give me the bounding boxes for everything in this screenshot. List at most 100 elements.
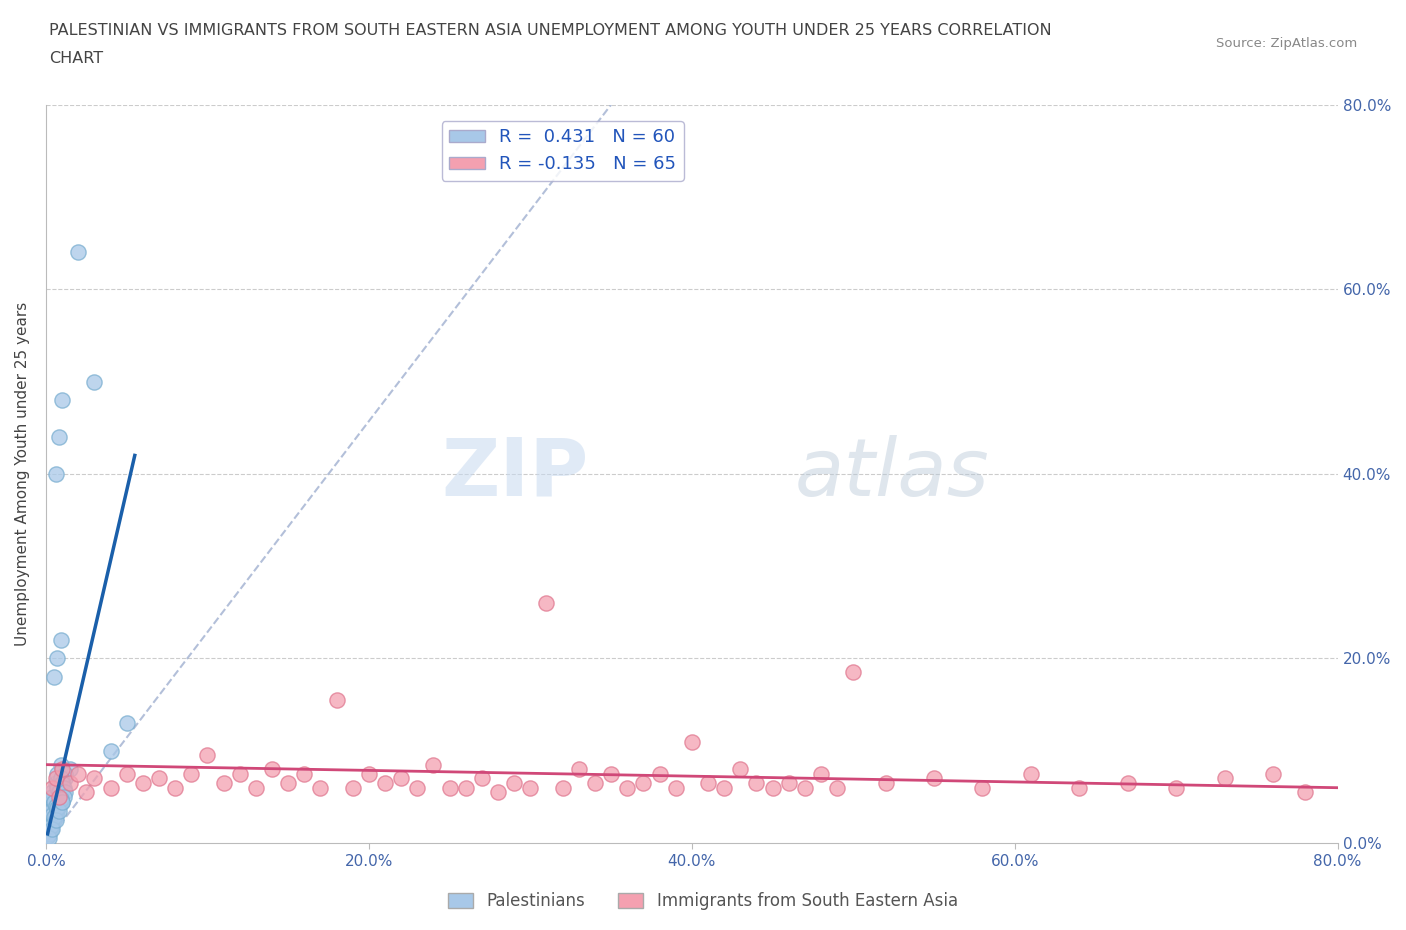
Point (778, 776, 800, 790)
Point (83, 374, 105, 389)
Point (1116, 776, 1139, 790)
Point (38, 817, 60, 832)
Point (536, 596, 558, 611)
Point (39, 808, 62, 823)
Point (42, 794, 65, 809)
Point (37, 829, 59, 844)
Point (49, 632, 72, 647)
Point (745, 776, 768, 790)
Legend: Palestinians, Immigrants from South Eastern Asia: Palestinians, Immigrants from South East… (441, 885, 965, 917)
Point (41, 785, 63, 800)
Point (568, 762, 591, 777)
Point (46, 801, 69, 816)
Point (132, 776, 155, 790)
Point (48, 785, 70, 800)
Point (52, 790, 75, 804)
Point (51, 794, 73, 809)
Point (49, 757, 72, 772)
Point (52, 780, 75, 795)
Point (45, 808, 67, 823)
Point (51, 392, 73, 407)
Point (728, 762, 751, 777)
Point (48, 790, 70, 804)
Point (45, 776, 67, 790)
Point (83, 771, 105, 786)
Point (793, 780, 815, 795)
Point (42, 794, 65, 809)
Point (277, 776, 299, 790)
Point (53, 771, 76, 786)
Point (46, 780, 69, 795)
Point (1261, 766, 1284, 781)
Point (39, 819, 62, 834)
Point (48, 804, 70, 818)
Point (810, 766, 832, 781)
Point (761, 780, 783, 795)
Point (825, 780, 848, 795)
Point (245, 780, 267, 795)
Point (67, 766, 90, 781)
Point (67, 245, 90, 259)
Point (48, 799, 70, 814)
Point (1069, 780, 1091, 795)
Point (38, 831, 60, 846)
Point (37, 813, 59, 828)
Point (42, 799, 65, 814)
Point (309, 780, 332, 795)
Point (115, 766, 138, 781)
Point (454, 780, 477, 795)
Point (39, 822, 62, 837)
Point (972, 780, 994, 795)
Point (633, 776, 655, 790)
Point (51, 776, 73, 790)
Point (471, 771, 494, 786)
Point (406, 780, 429, 795)
Point (49, 790, 72, 804)
Point (42, 813, 65, 828)
Point (59, 776, 82, 790)
Point (1019, 766, 1042, 781)
Point (292, 766, 315, 781)
Point (374, 776, 396, 790)
Point (46, 804, 69, 818)
Point (45, 813, 67, 828)
Point (49, 771, 72, 786)
Point (697, 776, 720, 790)
Point (48, 785, 70, 800)
Text: PALESTINIAN VS IMMIGRANTS FROM SOUTH EASTERN ASIA UNEMPLOYMENT AMONG YOUTH UNDER: PALESTINIAN VS IMMIGRANTS FROM SOUTH EAS… (49, 23, 1052, 38)
Point (1213, 771, 1236, 786)
Point (46, 651, 69, 666)
Point (165, 780, 187, 795)
Point (39, 794, 62, 809)
Point (48, 790, 70, 804)
Point (519, 780, 541, 795)
Point (53, 785, 76, 800)
Point (100, 780, 122, 795)
Point (42, 670, 65, 684)
Text: CHART: CHART (49, 51, 103, 66)
Point (41, 790, 63, 804)
Point (342, 780, 364, 795)
Point (45, 771, 67, 786)
Point (51, 762, 73, 777)
Point (486, 785, 509, 800)
Point (922, 771, 945, 786)
Point (713, 780, 735, 795)
Point (53, 766, 76, 781)
Point (212, 776, 235, 790)
Point (665, 780, 688, 795)
Point (45, 799, 67, 814)
Point (422, 757, 444, 772)
Point (59, 762, 82, 777)
Point (389, 771, 412, 786)
Point (45, 799, 67, 814)
Point (1166, 780, 1188, 795)
Point (551, 780, 574, 795)
Text: Source: ZipAtlas.com: Source: ZipAtlas.com (1216, 37, 1357, 50)
Y-axis label: Unemployment Among Youth under 25 years: Unemployment Among Youth under 25 years (15, 301, 30, 646)
Point (41, 822, 63, 837)
Point (616, 780, 638, 795)
Point (228, 766, 250, 781)
Point (875, 776, 897, 790)
Point (75, 785, 97, 800)
